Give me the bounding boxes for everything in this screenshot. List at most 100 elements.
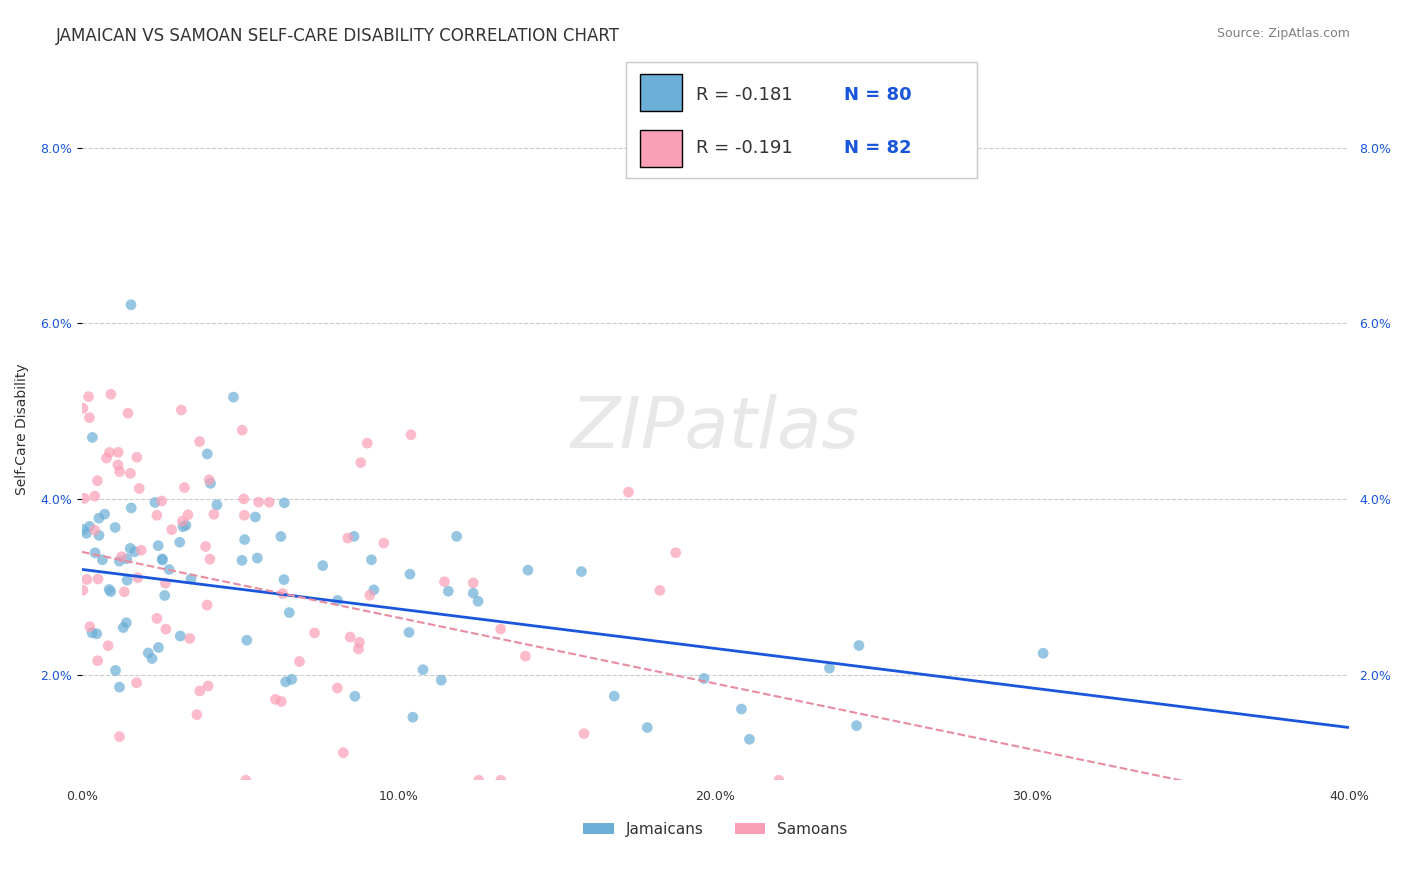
- Point: [108, 730, 131, 744]
- Point: [818, 661, 841, 675]
- Point: [768, 773, 790, 788]
- Point: [247, 495, 270, 509]
- Point: [169, 535, 191, 549]
- FancyBboxPatch shape: [640, 129, 682, 167]
- Point: [91, 553, 114, 567]
- Text: N = 80: N = 80: [844, 86, 911, 103]
- Point: [160, 523, 183, 537]
- Point: [271, 586, 294, 600]
- Point: [120, 298, 142, 312]
- Point: [107, 445, 129, 459]
- Point: [82, 430, 104, 444]
- Text: N = 82: N = 82: [844, 139, 911, 157]
- Point: [136, 646, 159, 660]
- Text: R = -0.181: R = -0.181: [696, 86, 793, 103]
- Point: [360, 553, 382, 567]
- Point: [87, 572, 110, 586]
- Point: [120, 541, 142, 556]
- Point: [86, 474, 108, 488]
- Point: [128, 482, 150, 496]
- Point: [98, 582, 121, 597]
- Point: [200, 476, 222, 491]
- Point: [343, 690, 366, 704]
- Point: [72, 523, 94, 537]
- Point: [179, 632, 201, 646]
- Point: [373, 536, 395, 550]
- Point: [398, 625, 420, 640]
- Point: [197, 679, 219, 693]
- Point: [349, 635, 371, 649]
- Point: [569, 565, 592, 579]
- Point: [339, 630, 361, 644]
- Text: Source: ZipAtlas.com: Source: ZipAtlas.com: [1216, 27, 1350, 40]
- Point: [412, 663, 434, 677]
- Point: [278, 606, 301, 620]
- Point: [107, 458, 129, 472]
- Point: [231, 553, 253, 567]
- Point: [115, 615, 138, 630]
- Point: [274, 674, 297, 689]
- Point: [489, 622, 512, 636]
- Point: [572, 726, 595, 740]
- Point: [603, 689, 626, 703]
- Point: [326, 593, 349, 607]
- Point: [172, 520, 194, 534]
- Point: [79, 519, 101, 533]
- Point: [73, 491, 96, 506]
- Point: [96, 451, 118, 466]
- Point: [172, 514, 194, 528]
- Point: [82, 625, 104, 640]
- Point: [108, 554, 131, 568]
- Point: [72, 401, 94, 416]
- Point: [270, 694, 292, 708]
- Point: [108, 680, 131, 694]
- Point: [170, 403, 193, 417]
- Point: [468, 773, 491, 788]
- Point: [155, 576, 177, 591]
- Point: [347, 642, 370, 657]
- Point: [188, 684, 211, 698]
- Point: [463, 586, 485, 600]
- Point: [245, 510, 267, 524]
- Point: [356, 436, 378, 450]
- Point: [148, 539, 170, 553]
- Point: [153, 589, 176, 603]
- Point: [146, 611, 169, 625]
- Point: [157, 562, 180, 576]
- Point: [83, 523, 105, 537]
- Point: [195, 598, 218, 612]
- Text: ZIPatlas: ZIPatlas: [571, 394, 860, 463]
- Point: [363, 582, 385, 597]
- Point: [115, 573, 138, 587]
- Point: [259, 495, 281, 509]
- Point: [194, 540, 217, 554]
- Point: [437, 584, 460, 599]
- Point: [93, 507, 115, 521]
- Point: [665, 546, 688, 560]
- Point: [87, 511, 110, 525]
- Point: [110, 549, 132, 564]
- Point: [152, 553, 174, 567]
- Point: [97, 639, 120, 653]
- Point: [402, 710, 425, 724]
- Point: [1032, 646, 1054, 660]
- Point: [112, 584, 135, 599]
- Point: [205, 498, 228, 512]
- Point: [143, 495, 166, 509]
- Point: [83, 489, 105, 503]
- Point: [648, 583, 671, 598]
- Point: [155, 622, 177, 636]
- Point: [98, 445, 121, 459]
- Point: [730, 702, 752, 716]
- Point: [326, 681, 349, 695]
- Point: [125, 450, 148, 465]
- Point: [75, 526, 97, 541]
- Point: [72, 583, 94, 598]
- Point: [195, 447, 218, 461]
- Point: [222, 390, 245, 404]
- Point: [738, 732, 761, 747]
- Point: [117, 406, 139, 420]
- Point: [87, 528, 110, 542]
- Point: [104, 520, 127, 534]
- Point: [169, 629, 191, 643]
